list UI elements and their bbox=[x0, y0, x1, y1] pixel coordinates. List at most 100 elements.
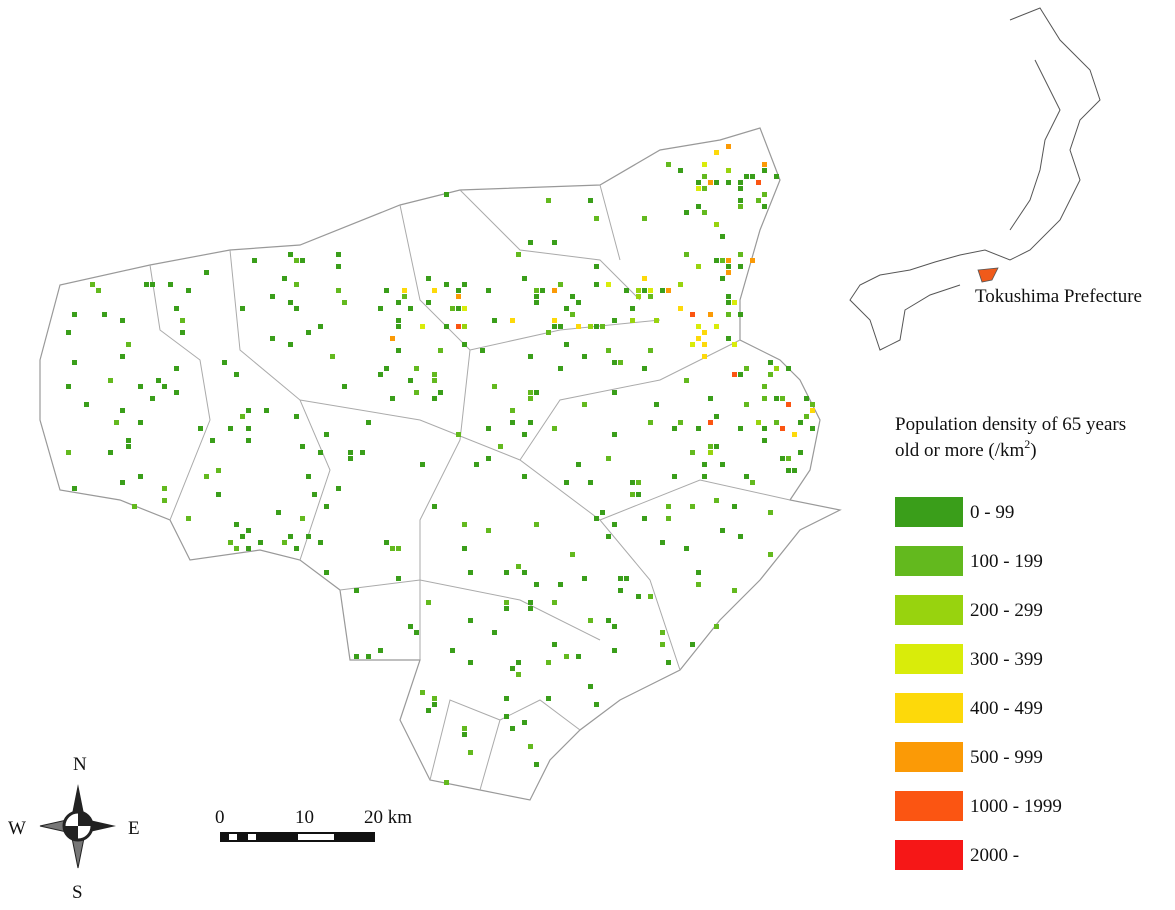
density-pixel bbox=[120, 480, 125, 485]
density-pixel bbox=[330, 354, 335, 359]
density-pixel bbox=[714, 624, 719, 629]
density-pixel bbox=[684, 378, 689, 383]
density-pixel bbox=[702, 210, 707, 215]
density-pixel bbox=[366, 420, 371, 425]
density-pixel bbox=[462, 282, 467, 287]
density-pixel bbox=[294, 546, 299, 551]
density-pixel bbox=[594, 282, 599, 287]
density-pixel bbox=[594, 216, 599, 221]
density-pixel bbox=[534, 390, 539, 395]
density-pixel bbox=[456, 294, 461, 299]
density-pixel bbox=[642, 288, 647, 293]
density-pixel bbox=[204, 270, 209, 275]
density-pixel bbox=[588, 198, 593, 203]
density-pixel bbox=[408, 306, 413, 311]
density-pixel bbox=[558, 582, 563, 587]
density-pixel bbox=[510, 666, 515, 671]
density-pixel bbox=[738, 312, 743, 317]
density-pixel bbox=[618, 360, 623, 365]
density-pixel bbox=[174, 306, 179, 311]
density-pixel bbox=[654, 318, 659, 323]
density-pixel bbox=[774, 366, 779, 371]
density-pixel bbox=[726, 336, 731, 341]
density-pixel bbox=[528, 744, 533, 749]
density-pixel bbox=[696, 336, 701, 341]
density-pixel bbox=[396, 300, 401, 305]
density-pixel bbox=[102, 312, 107, 317]
density-pixel bbox=[600, 510, 605, 515]
legend: Population density of 65 years old or mo… bbox=[895, 414, 1126, 870]
density-pixel bbox=[180, 330, 185, 335]
density-pixel bbox=[294, 258, 299, 263]
scale-bar-segment bbox=[298, 834, 334, 840]
density-pixel bbox=[300, 516, 305, 521]
density-pixel bbox=[408, 624, 413, 629]
density-pixel bbox=[708, 396, 713, 401]
density-pixel bbox=[264, 408, 269, 413]
compass-w: W bbox=[8, 818, 26, 839]
density-pixel bbox=[528, 240, 533, 245]
density-pixel bbox=[612, 624, 617, 629]
density-pixel bbox=[654, 402, 659, 407]
density-pixel bbox=[492, 318, 497, 323]
density-pixel bbox=[726, 264, 731, 269]
density-pixel bbox=[726, 180, 731, 185]
density-pixel bbox=[336, 252, 341, 257]
density-pixel bbox=[612, 390, 617, 395]
density-pixel bbox=[384, 366, 389, 371]
density-pixel bbox=[756, 420, 761, 425]
density-pixel bbox=[738, 198, 743, 203]
density-pixel bbox=[528, 606, 533, 611]
density-pixel bbox=[612, 318, 617, 323]
density-pixel bbox=[720, 528, 725, 533]
density-pixel bbox=[552, 240, 557, 245]
legend-swatch bbox=[895, 742, 963, 772]
legend-swatch bbox=[895, 840, 963, 870]
density-pixel bbox=[522, 570, 527, 575]
density-pixel bbox=[414, 630, 419, 635]
density-pixel bbox=[648, 288, 653, 293]
density-pixel bbox=[636, 480, 641, 485]
density-pixel bbox=[462, 732, 467, 737]
density-pixel bbox=[708, 444, 713, 449]
density-pixel bbox=[564, 654, 569, 659]
density-pixel bbox=[510, 726, 515, 731]
density-pixel bbox=[150, 396, 155, 401]
density-pixel bbox=[516, 252, 521, 257]
density-pixel bbox=[132, 504, 137, 509]
density-pixel bbox=[378, 306, 383, 311]
density-pixel bbox=[516, 672, 521, 677]
density-pixel bbox=[294, 414, 299, 419]
density-pixel bbox=[738, 426, 743, 431]
density-pixel bbox=[756, 198, 761, 203]
density-pixel bbox=[732, 300, 737, 305]
density-pixel bbox=[282, 276, 287, 281]
scale-label: 20 km bbox=[364, 807, 412, 828]
density-pixel bbox=[180, 318, 185, 323]
density-pixel bbox=[210, 438, 215, 443]
density-pixel bbox=[774, 396, 779, 401]
legend-label: 500 - 999 bbox=[970, 747, 1043, 768]
density-pixel bbox=[138, 420, 143, 425]
density-pixel bbox=[714, 498, 719, 503]
legend-swatch bbox=[895, 693, 963, 723]
density-pixel bbox=[498, 444, 503, 449]
density-pixel bbox=[768, 552, 773, 557]
density-pixel bbox=[762, 396, 767, 401]
density-pixel bbox=[738, 534, 743, 539]
density-pixel bbox=[426, 276, 431, 281]
density-pixel bbox=[696, 426, 701, 431]
density-pixel bbox=[396, 348, 401, 353]
density-pixel bbox=[588, 684, 593, 689]
density-pixel bbox=[552, 288, 557, 293]
density-pixel bbox=[522, 474, 527, 479]
density-pixel bbox=[390, 396, 395, 401]
density-pixel bbox=[504, 600, 509, 605]
density-pixel bbox=[696, 186, 701, 191]
density-pixel bbox=[726, 144, 731, 149]
density-pixel bbox=[534, 582, 539, 587]
density-pixel bbox=[534, 522, 539, 527]
municipal-borders bbox=[149, 184, 791, 791]
density-pixel bbox=[618, 588, 623, 593]
density-pixel bbox=[714, 444, 719, 449]
